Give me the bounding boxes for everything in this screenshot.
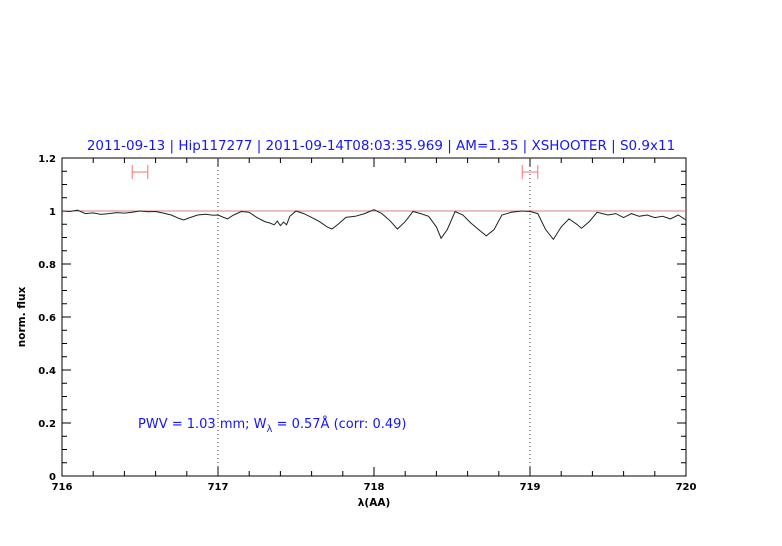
- annotation-prefix: PWV = 1.03 mm; W: [138, 417, 267, 432]
- chart-title: 2011-09-13 | Hip117277 | 2011-09-14T08:0…: [87, 138, 675, 154]
- x-tick-label: 720: [676, 482, 697, 493]
- y-tick-label: 0: [49, 472, 56, 483]
- x-tick-label: 718: [364, 482, 385, 493]
- pwv-annotation: PWV = 1.03 mm; Wλ = 0.57Å (corr: 0.49): [138, 416, 407, 435]
- spectrum-line: [61, 209, 687, 241]
- y-tick-label: 0.4: [38, 366, 56, 377]
- y-tick-label: 0.2: [38, 419, 56, 430]
- x-tick-label: 719: [520, 482, 541, 493]
- y-tick-label: 0.6: [38, 313, 56, 324]
- x-tick-label: 717: [208, 482, 229, 493]
- y-tick-label: 1: [49, 207, 56, 218]
- x-axis-label: λ(AA): [358, 497, 391, 509]
- y-tick-label: 1.2: [38, 154, 56, 165]
- annotation-suffix: = 0.57Å (corr: 0.49): [272, 416, 406, 432]
- y-axis-label: norm. flux: [16, 287, 28, 348]
- y-tick-label: 0.8: [38, 260, 56, 271]
- annotation-subscript: λ: [267, 424, 273, 435]
- x-tick-label: 716: [52, 482, 73, 493]
